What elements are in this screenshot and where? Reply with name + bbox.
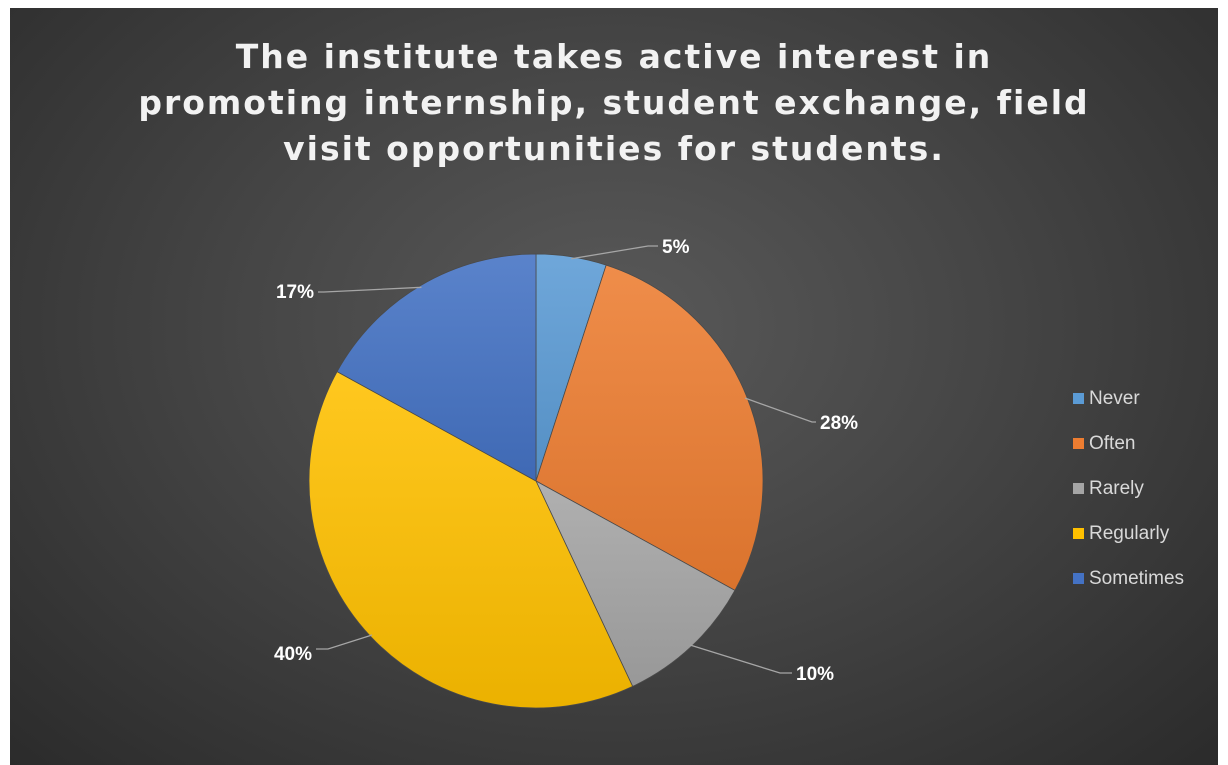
legend-item-often: Often [1073, 421, 1213, 466]
data-label-rarely: 10% [796, 664, 834, 685]
data-label-never: 5% [662, 237, 690, 258]
legend-item-never: Never [1073, 376, 1213, 421]
chart-area: The institute takes active interest in p… [10, 8, 1218, 765]
legend-label-rarely: Rarely [1089, 477, 1144, 499]
legend-swatch-rarely [1073, 483, 1084, 494]
leader-lines [316, 245, 816, 674]
leader-line-sometimes [318, 286, 422, 293]
data-label-sometimes: 17% [276, 282, 314, 303]
pie-slices [308, 253, 764, 709]
pie-slice-often [535, 264, 764, 591]
legend-label-regularly: Regularly [1089, 522, 1170, 544]
data-label-often: 28% [820, 413, 858, 434]
leader-line-never [571, 245, 658, 260]
chart-title: The institute takes active interest in p… [10, 34, 1218, 172]
legend-swatch-never [1073, 393, 1084, 404]
legend-item-sometimes: Sometimes [1073, 556, 1213, 601]
leader-line-often [744, 397, 816, 423]
legend-item-regularly: Regularly [1073, 511, 1213, 556]
legend-swatch-often [1073, 438, 1084, 449]
legend-label-sometimes: Sometimes [1089, 567, 1185, 589]
pie-slice-regularly [308, 371, 634, 709]
leader-line-regularly [316, 634, 373, 650]
legend: Never Often Rarely Regularly Sometimes [1073, 376, 1213, 601]
legend-item-rarely: Rarely [1073, 466, 1213, 511]
pie-slice-sometimes [336, 253, 537, 482]
data-label-regularly: 40% [274, 644, 312, 665]
leader-line-rarely [689, 644, 792, 674]
legend-label-often: Often [1089, 432, 1136, 454]
pie-slice-rarely [535, 480, 736, 687]
chart-title-text: The institute takes active interest in p… [138, 37, 1090, 168]
pie-chart: 5% 28% 10% 40% 17% [274, 237, 858, 709]
data-labels: 5% 28% 10% 40% 17% [274, 237, 858, 685]
legend-swatch-regularly [1073, 528, 1084, 539]
legend-label-never: Never [1089, 387, 1140, 409]
legend-swatch-sometimes [1073, 573, 1084, 584]
